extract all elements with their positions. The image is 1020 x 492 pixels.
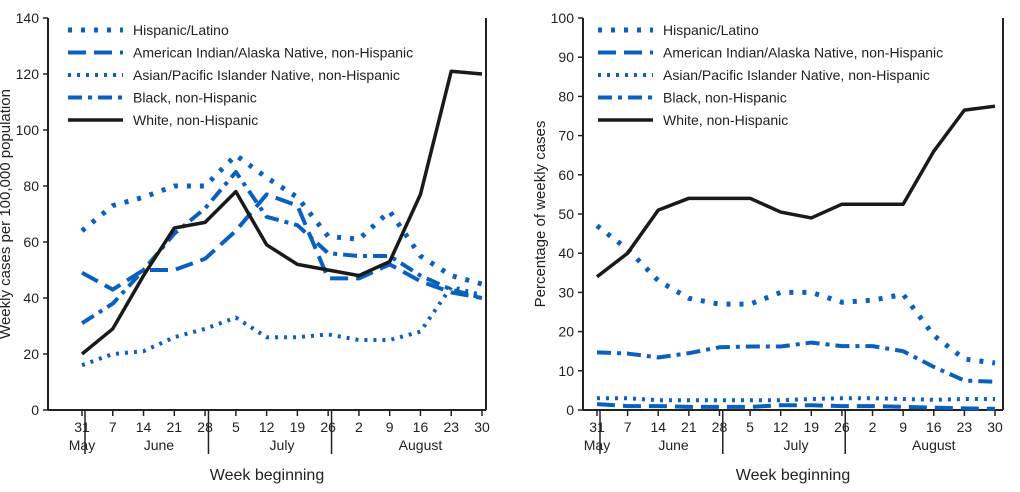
x-tick-label: 23 [443,419,459,435]
x-tick-label: 16 [413,419,429,435]
y-tick-label: 40 [558,245,574,261]
series-line-1 [80,152,483,287]
chart-panel-2: 0 10 20 30 40 50 60 70 80 90 100 31 7 14 21 28 5 12 19 26 2 9… [532,10,1004,484]
legend-label: Black, non-Hispanic [133,90,257,106]
y-tick-label: 120 [16,66,40,82]
month-label: July [784,437,809,453]
y-tick-label: 20 [23,346,39,362]
x-tick-label: 2 [355,419,363,435]
y-tick-label: 90 [558,49,574,65]
month-label: June [658,437,689,453]
y-tick-label: 140 [16,10,40,26]
x-tick-label: 5 [232,419,240,435]
month-label: May [69,437,95,453]
y-tick-label: 80 [558,88,574,104]
legend-label: White, non-Hispanic [663,112,788,128]
x-tick-label: 5 [746,419,754,435]
series-line-5 [595,104,996,279]
y-tick-label: 40 [23,290,39,306]
x-tick-label: 19 [804,419,820,435]
legend-label: Asian/Pacific Islander Native, non-Hispa… [663,67,930,83]
month-label: August [399,437,443,453]
x-tick-label: 26 [320,419,336,435]
x-tick-label: 7 [624,419,632,435]
x-tick-label: 7 [109,419,117,435]
x-tick-label: 14 [650,419,666,435]
y-tick-label: 10 [558,363,574,379]
legend-label: Hispanic/Latino [133,22,229,38]
month-label: July [270,437,295,453]
series-line-4 [596,340,996,384]
legend-label: Asian/Pacific Islander Native, non-Hispa… [133,67,400,83]
x-tick-label: 16 [926,419,942,435]
y-tick-label: 100 [16,122,40,138]
x-tick-label: 14 [136,419,152,435]
series-line-2 [596,402,996,411]
legend-label: American Indian/Alaska Native, non-Hispa… [133,45,413,61]
legend-label: Black, non-Hispanic [663,90,787,106]
y-tick-label: 60 [558,167,574,183]
x-tick-label: 31 [74,419,90,435]
x-tick-label: 19 [290,419,306,435]
y-tick-label: 50 [558,206,574,222]
y-tick-label: 0 [566,402,574,418]
legend-label: White, non-Hispanic [133,112,258,128]
series-line-3 [81,284,483,368]
x-tick-label: 28 [712,419,728,435]
x-tick-label: 9 [899,419,907,435]
y-axis-label: Percentage of weekly cases [532,121,549,308]
y-tick-label: 60 [23,234,39,250]
x-axis-label: Week beginning [736,467,850,484]
y-tick-label: 80 [23,178,39,194]
x-tick-label: 30 [987,419,1003,435]
series-line-3 [597,396,995,403]
series-line-5 [80,69,483,356]
series-line-2 [81,192,483,300]
series-line-1 [595,223,996,366]
x-tick-label: 26 [834,419,850,435]
legend-label: Hispanic/Latino [663,22,759,38]
y-tick-label: 20 [558,324,574,340]
x-tick-label: 30 [474,419,490,435]
x-tick-label: 12 [773,419,789,435]
y-tick-label: 30 [558,284,574,300]
x-tick-label: 31 [589,419,605,435]
month-label: June [144,437,175,453]
y-axis-label: Weekly cases per 100,000 population [0,89,14,339]
x-tick-label: 12 [259,419,275,435]
legend-label: American Indian/Alaska Native, non-Hispa… [663,45,943,61]
month-label: August [912,437,956,453]
y-tick-label: 0 [31,402,39,418]
x-tick-label: 23 [957,419,973,435]
y-tick-label: 100 [551,10,575,26]
x-tick-label: 9 [386,419,394,435]
x-tick-label: 2 [869,419,877,435]
x-tick-label: 21 [167,419,183,435]
x-tick-label: 28 [197,419,213,435]
chart-panel-1: 0 20 40 60 80 100 120 140 31 7 14 21 28 5 12 19 26 2 9 16 23… [0,10,490,484]
x-tick-label: 21 [681,419,697,435]
y-tick-label: 70 [558,128,574,144]
x-axis-label: Week beginning [210,467,324,484]
month-label: May [584,437,610,453]
